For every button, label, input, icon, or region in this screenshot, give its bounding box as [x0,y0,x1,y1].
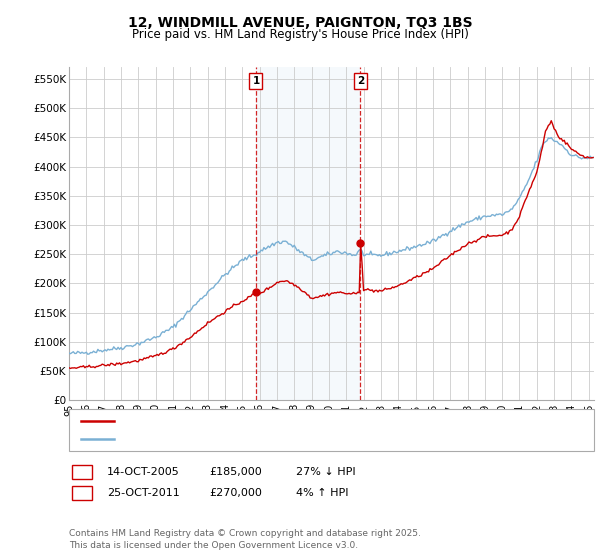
Text: 2: 2 [356,76,364,86]
Text: 25-OCT-2011: 25-OCT-2011 [107,488,179,498]
Text: 4% ↑ HPI: 4% ↑ HPI [296,488,348,498]
Bar [256,67,360,400]
Text: Contains HM Land Registry data © Crown copyright and database right 2025.
This d: Contains HM Land Registry data © Crown c… [69,529,421,550]
Text: 2: 2 [78,488,86,498]
Text: 27% ↓ HPI: 27% ↓ HPI [296,466,355,477]
Text: Price paid vs. HM Land Registry's House Price Index (HPI): Price paid vs. HM Land Registry's House … [131,28,469,41]
Text: £185,000: £185,000 [209,466,262,477]
Text: 14-OCT-2005: 14-OCT-2005 [107,466,179,477]
Text: 12, WINDMILL AVENUE, PAIGNTON, TQ3 1BS (detached house): 12, WINDMILL AVENUE, PAIGNTON, TQ3 1BS (… [120,416,444,426]
Text: 12, WINDMILL AVENUE, PAIGNTON, TQ3 1BS: 12, WINDMILL AVENUE, PAIGNTON, TQ3 1BS [128,16,472,30]
Text: HPI: Average price, detached house, Torbay: HPI: Average price, detached house, Torb… [120,434,347,444]
Text: 1: 1 [78,466,86,477]
Text: £270,000: £270,000 [209,488,262,498]
Text: 1: 1 [253,76,260,86]
